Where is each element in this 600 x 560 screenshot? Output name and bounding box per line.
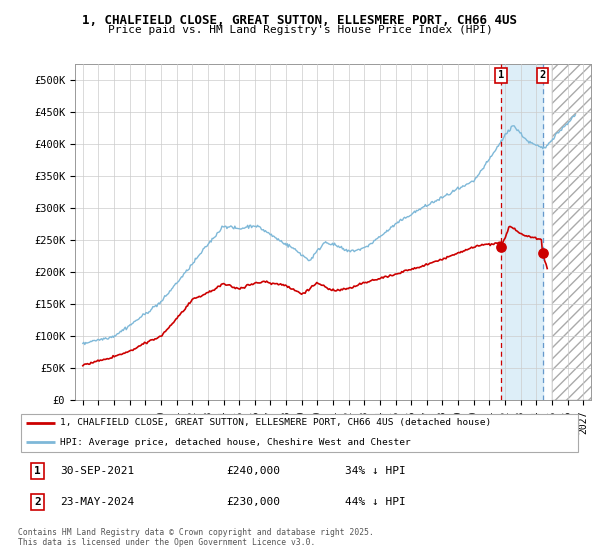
Text: 23-MAY-2024: 23-MAY-2024: [60, 497, 134, 507]
Text: 1, CHALFIELD CLOSE, GREAT SUTTON, ELLESMERE PORT, CH66 4US (detached house): 1, CHALFIELD CLOSE, GREAT SUTTON, ELLESM…: [60, 418, 491, 427]
Text: 1: 1: [498, 71, 504, 80]
FancyBboxPatch shape: [21, 414, 578, 451]
Text: £230,000: £230,000: [227, 497, 281, 507]
Point: [496, 242, 506, 251]
Bar: [552, 64, 600, 400]
Text: HPI: Average price, detached house, Cheshire West and Chester: HPI: Average price, detached house, Ches…: [60, 438, 411, 447]
Text: 2: 2: [34, 497, 41, 507]
Text: 2: 2: [539, 71, 545, 80]
Text: 44% ↓ HPI: 44% ↓ HPI: [345, 497, 406, 507]
Bar: [501, 64, 542, 400]
Text: 1, CHALFIELD CLOSE, GREAT SUTTON, ELLESMERE PORT, CH66 4US: 1, CHALFIELD CLOSE, GREAT SUTTON, ELLESM…: [83, 14, 517, 27]
Text: Price paid vs. HM Land Registry's House Price Index (HPI): Price paid vs. HM Land Registry's House …: [107, 25, 493, 35]
Text: 1: 1: [34, 466, 41, 476]
Text: £240,000: £240,000: [227, 466, 281, 476]
Point: [538, 249, 547, 258]
Text: 34% ↓ HPI: 34% ↓ HPI: [345, 466, 406, 476]
Bar: [552, 64, 600, 400]
Text: 30-SEP-2021: 30-SEP-2021: [60, 466, 134, 476]
Text: Contains HM Land Registry data © Crown copyright and database right 2025.
This d: Contains HM Land Registry data © Crown c…: [18, 528, 374, 547]
